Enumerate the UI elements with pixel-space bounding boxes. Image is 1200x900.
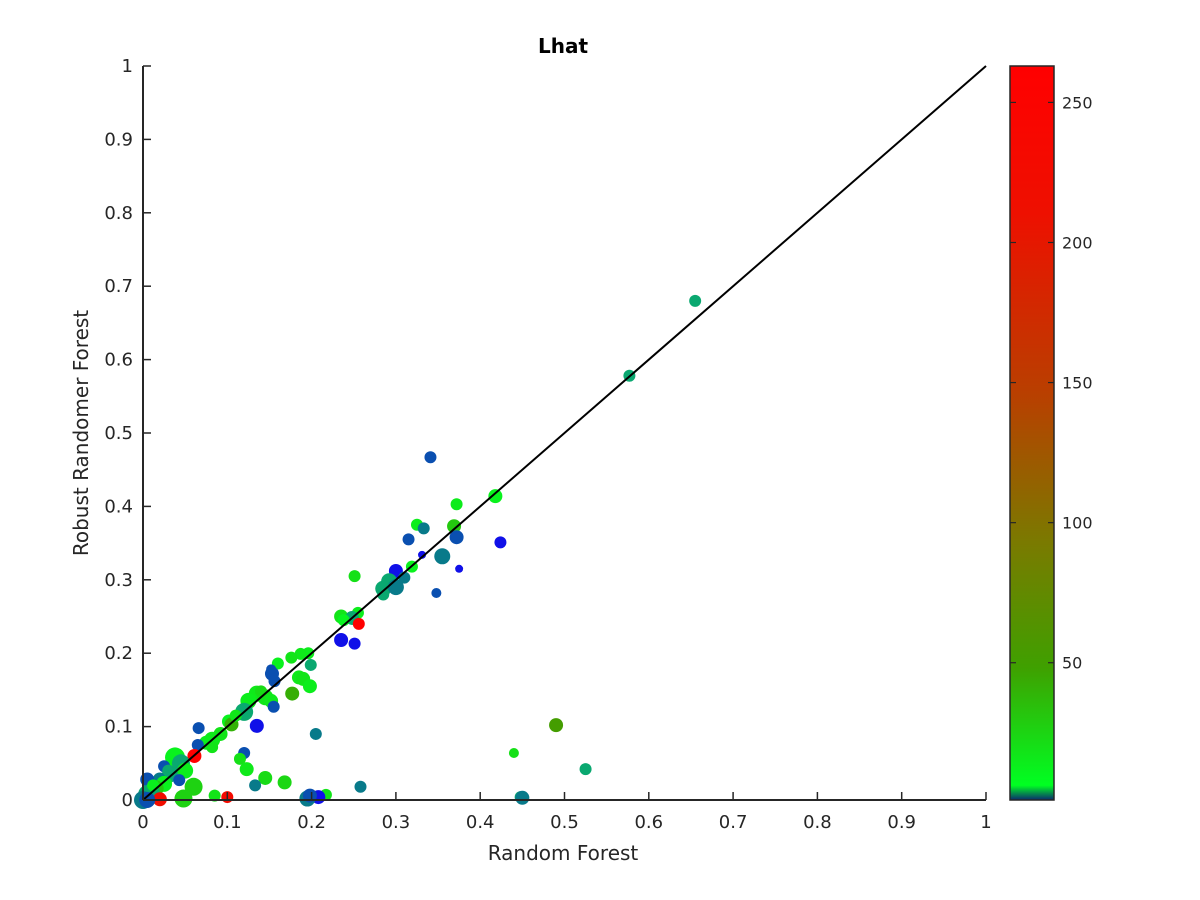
data-point <box>348 570 361 583</box>
data-point <box>447 519 462 534</box>
data-point <box>206 741 219 754</box>
x-tick-label: 0.3 <box>382 812 411 833</box>
data-point <box>173 774 186 787</box>
reference-line <box>142 65 987 801</box>
x-tick-label: 0.2 <box>297 812 326 833</box>
data-point <box>431 588 442 599</box>
y-tick-label: 0 <box>122 790 133 811</box>
x-tick-label: 0.8 <box>803 812 832 833</box>
y-axis-label: Robust Randomer Forest <box>69 310 93 556</box>
data-point <box>402 533 415 546</box>
data-point <box>184 777 203 796</box>
y-tick-label: 0.6 <box>104 350 133 371</box>
data-point <box>174 789 193 808</box>
data-point <box>488 489 503 504</box>
x-tick-label: 0.9 <box>887 812 916 833</box>
data-point <box>377 588 390 601</box>
data-point <box>294 647 307 660</box>
data-point <box>267 700 280 713</box>
y-tick-label: 0.9 <box>104 129 133 150</box>
y-tick-label: 0.8 <box>104 203 133 224</box>
y-tick-label: 0.4 <box>104 496 133 517</box>
x-tick-label: 0.5 <box>550 812 579 833</box>
y-tick-label: 1 <box>122 56 133 77</box>
colorbar: 50 100 150 200 250 <box>1009 65 1093 801</box>
data-point <box>147 779 160 792</box>
data-point <box>549 718 564 733</box>
data-point <box>354 780 367 793</box>
colorbar-tick-label: 250 <box>1062 93 1093 112</box>
data-point <box>449 530 464 545</box>
colorbar-tick-label: 150 <box>1062 374 1093 393</box>
data-point <box>249 779 262 792</box>
data-point <box>515 790 530 805</box>
data-point <box>302 679 317 694</box>
data-point <box>191 738 204 751</box>
data-point <box>418 550 427 559</box>
axes-layer: 0 0.1 0.2 0.3 0.4 0.5 0.6 0.7 0.8 0.9 1 0 0.1 0.2 0.3 0… <box>104 56 991 833</box>
x-tick-label: 0.4 <box>466 812 495 833</box>
data-point <box>192 722 205 735</box>
data-point <box>277 775 292 790</box>
data-point <box>249 718 264 733</box>
y-tick-label: 0.1 <box>104 717 133 738</box>
data-point <box>285 686 300 701</box>
data-point <box>494 536 507 549</box>
data-point <box>208 789 221 802</box>
data-point <box>387 579 404 596</box>
data-point <box>689 294 702 307</box>
data-point <box>258 770 273 785</box>
data-point <box>304 658 317 671</box>
points-layer <box>134 294 702 809</box>
data-point <box>434 548 451 565</box>
colorbar-tick-label: 50 <box>1062 654 1082 673</box>
data-point <box>285 651 298 664</box>
colorbar-tick-label: 100 <box>1062 514 1093 533</box>
colorbar-tick-label: 200 <box>1062 233 1093 252</box>
x-tick-label: 0.6 <box>634 812 663 833</box>
x-tick-label: 0 <box>137 812 148 833</box>
x-axis-label: Random Forest <box>488 841 639 865</box>
data-point <box>579 763 592 776</box>
data-point <box>239 762 254 777</box>
x-tick-label: 0.7 <box>719 812 748 833</box>
y-tick-label: 0.3 <box>104 570 133 591</box>
data-point <box>508 748 519 759</box>
data-point <box>266 664 277 675</box>
data-point <box>309 727 322 740</box>
data-point <box>455 564 464 573</box>
data-point <box>450 498 463 511</box>
data-point <box>334 632 349 647</box>
y-tick-label: 0.5 <box>104 423 133 444</box>
x-tick-label: 1 <box>980 812 991 833</box>
data-point <box>424 451 437 464</box>
data-point <box>162 764 175 777</box>
y-tick-label: 0.2 <box>104 643 133 664</box>
data-point <box>348 637 361 650</box>
y-tick-label: 0.7 <box>104 276 133 297</box>
data-point <box>229 709 242 722</box>
data-point <box>255 685 268 698</box>
colorbar-ticks: 50 100 150 200 250 <box>1010 93 1093 673</box>
colorbar-gradient <box>1009 65 1055 801</box>
data-point <box>233 752 246 765</box>
x-tick-label: 0.1 <box>213 812 242 833</box>
data-point <box>352 617 365 630</box>
data-point <box>417 522 430 535</box>
chart-title: Lhat <box>538 34 588 58</box>
